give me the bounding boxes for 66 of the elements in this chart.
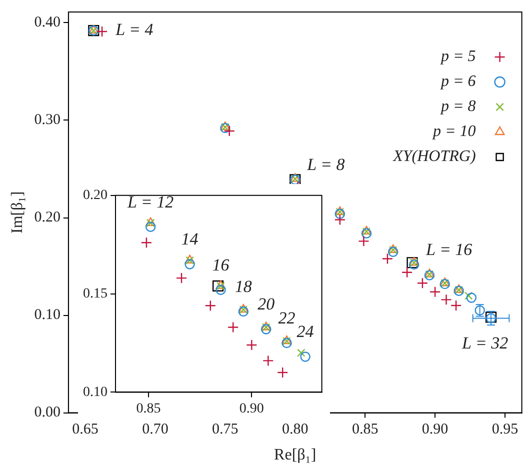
y-tick-label: 0.20	[83, 188, 108, 204]
y-tick-label: 0.15	[83, 286, 108, 302]
legend-label: p = 6	[440, 73, 476, 90]
x-tick-label: 0.70	[142, 422, 168, 438]
point	[216, 284, 226, 295]
x-axis-title: Re[β₁]	[274, 446, 316, 464]
annotation: L = 12	[126, 192, 174, 212]
annotation: 16	[212, 255, 230, 274]
point	[464, 292, 473, 300]
annotation: L = 32	[460, 334, 509, 353]
x-tick-label: 0.90	[422, 422, 448, 438]
point	[382, 253, 394, 264]
point	[334, 208, 345, 219]
point	[440, 294, 452, 306]
point	[361, 228, 372, 238]
annotation: 22	[278, 308, 296, 328]
legend-label: p = 8	[440, 98, 476, 116]
annotation: L = 8	[306, 155, 346, 174]
point	[429, 286, 441, 298]
point	[388, 246, 398, 257]
legend-label: XY(HOTRG)	[392, 148, 476, 166]
point	[238, 306, 249, 317]
x-tick-label: 0.80	[282, 422, 308, 438]
point	[300, 352, 310, 362]
point	[204, 300, 216, 312]
point	[450, 300, 462, 312]
point	[176, 272, 188, 284]
x-tick-label: 0.90	[239, 401, 264, 416]
point	[401, 266, 413, 278]
annotation: 14	[181, 230, 199, 249]
x-tick-label: 0.95	[492, 422, 518, 438]
y-tick-label: 0.20	[34, 210, 60, 226]
point	[227, 322, 239, 333]
point	[358, 236, 370, 247]
point	[224, 125, 235, 137]
annotation: 18	[234, 276, 252, 296]
x-tick-label: 0.85	[352, 422, 378, 438]
point	[96, 26, 108, 38]
x-tick-label: 0.85	[136, 401, 161, 416]
annotation: L = 4	[114, 20, 154, 39]
annotation: 24	[296, 322, 314, 342]
point	[184, 259, 195, 270]
annotation: L = 16	[425, 240, 473, 260]
y-tick-label: 0.30	[34, 112, 60, 128]
legend-label: p = 5	[440, 48, 476, 66]
point	[261, 324, 272, 334]
y-tick-label: 0.10	[83, 384, 108, 400]
point	[334, 214, 346, 226]
point	[212, 280, 224, 292]
point	[262, 355, 274, 366]
point	[140, 237, 152, 248]
y-axis-title: Im[β₁]	[8, 191, 26, 234]
y-tick-label: 0.10	[34, 307, 60, 324]
point	[466, 292, 477, 303]
point	[416, 278, 428, 289]
point	[297, 348, 306, 357]
point	[246, 339, 258, 351]
point	[282, 338, 292, 348]
y-tick-label: 0.40	[34, 14, 60, 31]
point	[145, 222, 156, 232]
annotation: 20	[258, 294, 276, 314]
point	[277, 366, 288, 378]
x-tick-label: 0.65	[72, 422, 98, 438]
x-tick-label: 0.75	[212, 422, 238, 438]
y-tick-label: 0.00	[34, 404, 60, 421]
legend-label: p = 10	[432, 123, 476, 140]
